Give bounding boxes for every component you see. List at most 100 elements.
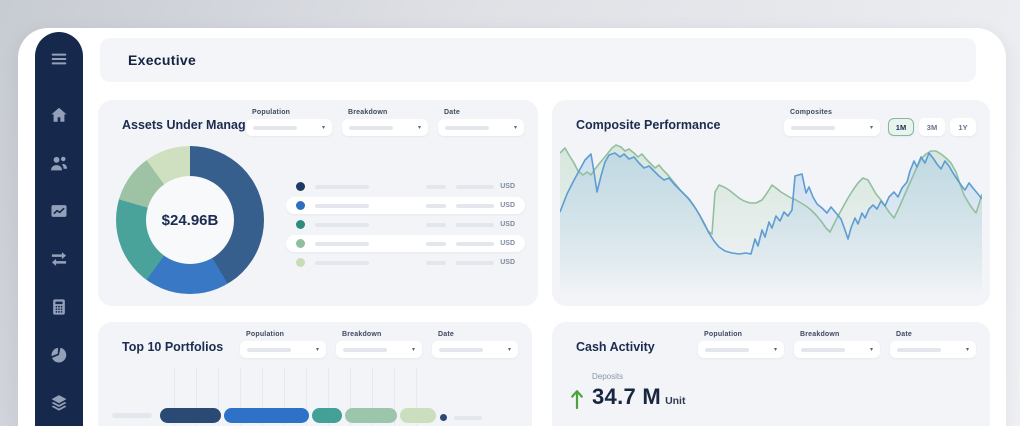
- aum-total-value: $24.96B: [161, 211, 219, 229]
- cash-card-title: Cash Activity: [576, 340, 655, 354]
- chevron-down-icon: ▾: [869, 346, 873, 353]
- select-placeholder: [247, 347, 291, 352]
- composite-b-line: [560, 152, 982, 255]
- currency-label: USD: [500, 183, 515, 190]
- aum-donut-chart[interactable]: $24.96B: [116, 146, 264, 294]
- legend-label-placeholder: [454, 415, 482, 420]
- currency-label: USD: [500, 221, 515, 228]
- chevron-down-icon: ▾: [411, 346, 415, 353]
- filter-breakdown: Breakdown ▾: [336, 331, 422, 358]
- legend-dot: [296, 258, 305, 267]
- allocation-pie-icon[interactable]: [48, 346, 70, 364]
- population-select[interactable]: ▾: [698, 341, 784, 358]
- chevron-down-icon: ▾: [315, 346, 319, 353]
- clients-icon[interactable]: [48, 154, 70, 172]
- chevron-down-icon: ▾: [869, 124, 873, 131]
- population-select[interactable]: ▾: [240, 341, 326, 358]
- legend-value-placeholder: [456, 260, 495, 265]
- breakdown-select[interactable]: ▾: [342, 119, 428, 136]
- date-select[interactable]: ▾: [432, 341, 518, 358]
- population-select[interactable]: ▾: [246, 119, 332, 136]
- accounting-icon[interactable]: [48, 298, 70, 316]
- date-select[interactable]: ▾: [890, 341, 976, 358]
- aum-legend: USD USD USD USD USD: [286, 178, 525, 273]
- cash-filters: Population ▾ Breakdown ▾ Date ▾: [698, 331, 976, 358]
- home-icon[interactable]: [48, 106, 70, 124]
- menu-icon[interactable]: [48, 50, 70, 68]
- filter-population: Population ▾: [246, 109, 332, 136]
- range-toggle-group: 1M 3M 1Y: [888, 118, 976, 136]
- deposits-value: 34.7 M: [592, 384, 662, 409]
- legend-label-placeholder: [315, 260, 369, 265]
- chevron-down-icon: ▾: [513, 124, 517, 131]
- aum-legend-row[interactable]: USD: [286, 216, 525, 233]
- bar-segment: [160, 408, 221, 423]
- portfolios-filters: Population ▾ Breakdown ▾ Date ▾: [240, 331, 518, 358]
- filter-date: Date ▾: [438, 109, 524, 136]
- legend-value-placeholder: [426, 260, 447, 265]
- performance-icon[interactable]: [48, 202, 70, 220]
- up-arrow-icon: [571, 390, 583, 410]
- chevron-down-icon: ▾: [773, 346, 777, 353]
- filter-label: Population: [704, 331, 743, 338]
- aum-legend-row[interactable]: USD: [286, 254, 525, 271]
- portfolio-legend-item: [440, 414, 530, 421]
- aum-legend-row[interactable]: USD: [286, 235, 525, 252]
- filter-label: Population: [252, 109, 291, 116]
- aum-legend-row[interactable]: USD: [286, 197, 525, 214]
- holdings-layers-icon[interactable]: [48, 394, 70, 412]
- legend-dot: [296, 239, 305, 248]
- breakdown-select[interactable]: ▾: [336, 341, 422, 358]
- filter-population: Population ▾: [240, 331, 326, 358]
- legend-value-placeholder: [456, 222, 495, 227]
- composite-card-title: Composite Performance: [576, 118, 721, 132]
- bar-segment: [400, 408, 436, 423]
- donut-center: $24.96B: [146, 176, 234, 264]
- portfolio-row: [112, 408, 436, 423]
- composite-line-chart[interactable]: [560, 142, 982, 296]
- bar-segment: [311, 408, 342, 423]
- bar-segment: [223, 408, 309, 423]
- legend-value-placeholder: [426, 241, 447, 246]
- deposits-unit: Unit: [665, 395, 686, 407]
- deposits-body: Deposits 34.7 M Unit: [592, 372, 685, 410]
- select-placeholder: [705, 347, 749, 352]
- date-select[interactable]: ▾: [438, 119, 524, 136]
- select-placeholder: [791, 125, 835, 130]
- card-cash-activity: Cash Activity Population ▾ Breakdown ▾ Date ▾…: [552, 322, 990, 426]
- range-button-3m[interactable]: 3M: [919, 118, 945, 136]
- range-button-1m[interactable]: 1M: [888, 118, 914, 136]
- range-button-1y[interactable]: 1Y: [950, 118, 976, 136]
- chevron-down-icon: ▾: [965, 346, 969, 353]
- legend-value-placeholder: [426, 184, 447, 189]
- filter-label: Composites: [790, 109, 833, 116]
- filter-breakdown: Breakdown ▾: [794, 331, 880, 358]
- filter-population: Population ▾: [698, 331, 784, 358]
- legend-label-placeholder: [315, 241, 369, 246]
- filter-label: Breakdown: [800, 331, 840, 338]
- aum-legend-row[interactable]: USD: [286, 178, 525, 195]
- sidebar-nav: [35, 32, 83, 426]
- chevron-down-icon: ▾: [321, 124, 325, 131]
- filter-label: Date: [438, 331, 454, 338]
- transactions-icon[interactable]: [48, 250, 70, 268]
- filter-label: Date: [896, 331, 912, 338]
- filter-label: Breakdown: [342, 331, 382, 338]
- select-placeholder: [445, 125, 489, 130]
- legend-value-placeholder: [426, 222, 447, 227]
- breakdown-select[interactable]: ▾: [794, 341, 880, 358]
- legend-dot: [296, 220, 305, 229]
- portfolios-bar-chart[interactable]: [98, 366, 532, 426]
- currency-label: USD: [500, 202, 515, 209]
- composites-select[interactable]: ▾: [784, 119, 880, 136]
- select-placeholder: [897, 347, 941, 352]
- legend-label-placeholder: [315, 184, 369, 189]
- currency-label: USD: [500, 259, 515, 266]
- page-title: Executive: [128, 52, 197, 68]
- card-assets-under-management: Assets Under Management Population ▾ Break…: [98, 100, 538, 306]
- deposits-metric: Deposits 34.7 M Unit: [570, 372, 685, 410]
- legend-label-placeholder: [315, 203, 369, 208]
- filter-composites: Composites ▾: [784, 109, 880, 136]
- app-container: Executive Assets Under Management Popula…: [18, 28, 1006, 426]
- legend-dot: [296, 182, 305, 191]
